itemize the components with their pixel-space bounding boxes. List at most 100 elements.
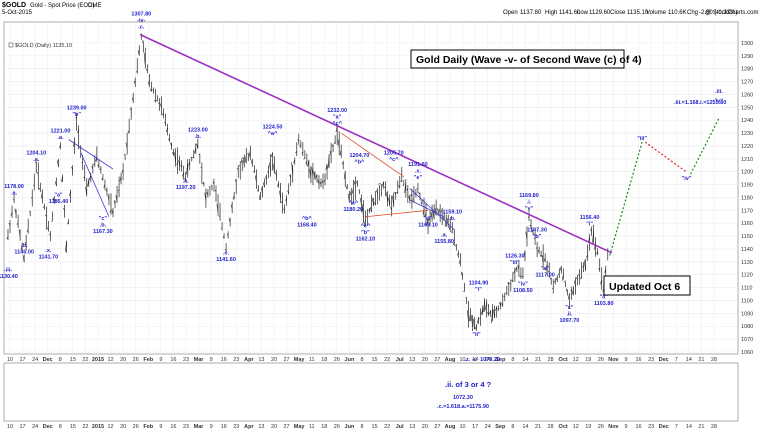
ohlc-open-tick [594, 242, 596, 250]
ohlc-open-tick [20, 245, 23, 251]
y-tick-label: 1070 [741, 337, 753, 343]
y-tick-label: 1120 [741, 273, 753, 279]
ohlc-open-tick [402, 184, 404, 186]
wave-label: 1169.80 [519, 193, 539, 199]
ohlc-open-tick [400, 180, 402, 182]
ohlc-open-tick [505, 292, 507, 294]
wave-label: "ii" [472, 332, 481, 338]
ohlc-open-tick [256, 189, 259, 192]
ohlc-open-tick [343, 170, 346, 180]
ohlc-open-tick [420, 201, 423, 205]
target-label: .iii.=1.168.i.=1255.80 [674, 100, 726, 106]
wave-label: 1168.10 [418, 222, 438, 228]
x-tick-label-bottom: 24 [32, 424, 38, 430]
wave-label: 1104.90 [469, 281, 489, 287]
wave-label: 1239.00 [67, 105, 87, 111]
x-tick-label-bottom: Apr [244, 424, 254, 430]
x-tick-label: Dec [43, 357, 53, 363]
ohlc-open-tick [87, 179, 90, 187]
ohlc-open-tick [93, 163, 95, 165]
y-tick-label: 1260 [741, 92, 753, 98]
ohlc-open-tick [495, 306, 497, 311]
ohlc-open-tick [446, 218, 449, 227]
ohlc-open-tick [521, 275, 524, 278]
ohlc-open-tick [551, 287, 554, 290]
ohlc-open-tick [404, 181, 407, 193]
x-tick-label-bottom: 17 [20, 424, 26, 430]
ohlc-open-tick [40, 191, 43, 199]
y-tick-label: 1190 [741, 183, 753, 189]
y-tick-label: 1100 [741, 298, 753, 304]
low-label: .z. -v- 1078.20 [465, 357, 500, 363]
ohlc-open-tick [137, 50, 140, 56]
x-tick-label-bottom: 16 [636, 424, 642, 430]
ohlc-open-tick [513, 270, 516, 274]
ohlc-open-tick [353, 179, 356, 185]
ohlc-open-tick [275, 172, 277, 176]
wave-label: 1232.00 [327, 108, 347, 114]
ohlc-open-tick [297, 139, 300, 142]
wave-label: .i. [527, 199, 532, 205]
wave-label: "iv" [518, 282, 528, 288]
ohlc-open-tick [460, 271, 463, 277]
channel-line-lower [365, 209, 429, 218]
channel-line-upper [340, 132, 405, 178]
x-tick-label-bottom: 20 [422, 424, 428, 430]
ohlc-open-tick [323, 179, 326, 182]
wave-label: 1117.00 [536, 273, 555, 279]
x-tick-label-bottom: 10 [460, 424, 466, 430]
ohlc-open-tick [182, 172, 184, 177]
x-tick-label: 23 [183, 357, 189, 363]
x-tick-label: Jul [396, 357, 404, 363]
updated-box-frame [603, 275, 691, 296]
ohlc-open-tick [580, 276, 582, 280]
ohlc-open-tick [6, 236, 9, 240]
wave-label: ^b^ [302, 216, 313, 222]
wave-label: .ii. [566, 311, 573, 317]
ohlc-open-tick [154, 99, 156, 102]
x-tick-label-bottom: Dec [43, 424, 53, 430]
ohlc-open-tick [119, 176, 122, 182]
ohlc-open-tick [472, 318, 475, 330]
x-tick-label: 10 [460, 357, 466, 363]
x-tick-label: 23 [648, 357, 654, 363]
y-tick-label: 1060 [741, 350, 753, 356]
ohlc-open-tick [168, 137, 170, 141]
ohlc-open-tick [291, 162, 294, 176]
x-tick-label-bottom: Mar [194, 424, 205, 430]
ohlc-open-tick [563, 280, 566, 283]
ohlc-open-tick [483, 301, 485, 313]
ohlc-open-tick [539, 255, 542, 257]
wave-label: 1097.70 [559, 318, 579, 324]
high-value: 1141.60 [559, 10, 581, 16]
ohlc-open-tick [573, 280, 576, 287]
ohlc-open-tick [525, 231, 528, 240]
chg-label: Chg [687, 10, 698, 16]
ohlc-open-tick [248, 149, 251, 157]
ohlc-open-tick [450, 231, 453, 233]
x-tick-label: Sep [495, 357, 506, 363]
ohlc-open-tick [279, 190, 281, 199]
ohlc-open-tick [267, 171, 269, 174]
x-axis: 10 17 24 Dec 8 15 22 2015 12 20 26 Feb 9 16 23 Mar 9 16 23… [7, 357, 717, 363]
x-tick-label-bottom: 23 [648, 424, 654, 430]
ohlc-open-tick [170, 142, 172, 147]
x-tick-label: 24 [485, 357, 491, 363]
x-tick-label: 11 [309, 357, 315, 363]
ohlc-open-tick [91, 166, 94, 169]
ohlc-open-tick [468, 313, 471, 322]
bottom-panel [3, 362, 739, 422]
x-tick-label-bottom: Jun [345, 424, 355, 430]
ohlc-open-tick [224, 249, 227, 251]
ohlc-open-tick [355, 180, 358, 184]
x-tick-label: 16 [636, 357, 642, 363]
wave-label: 1141.70 [39, 255, 59, 261]
ohlc-open-tick [363, 219, 366, 226]
ohlc-open-tick [559, 265, 562, 271]
ohlc-open-tick [277, 183, 279, 187]
ohlc-open-tick [210, 185, 213, 187]
x-tick-label-bottom: 8 [59, 424, 62, 430]
ohlc-open-tick [141, 40, 144, 43]
ohlc-open-tick [347, 193, 350, 202]
ohlc-open-tick [71, 166, 73, 170]
